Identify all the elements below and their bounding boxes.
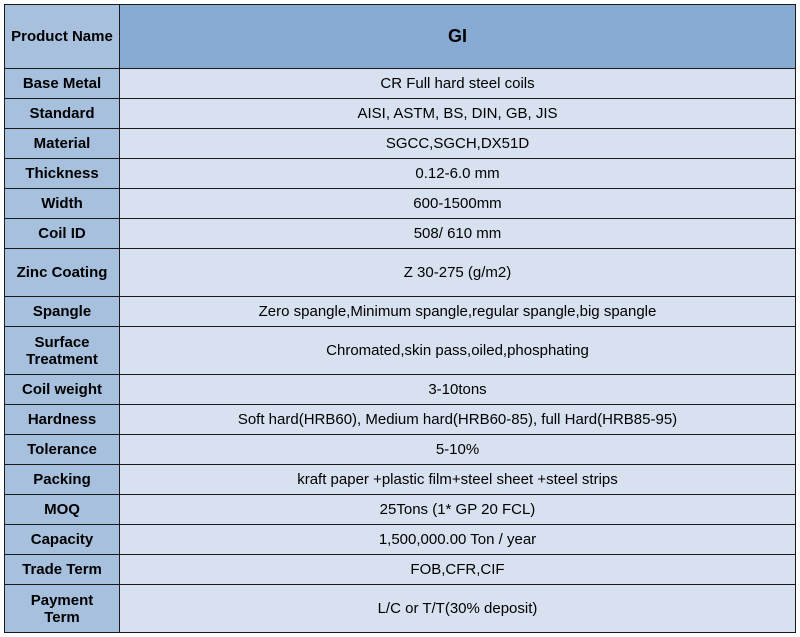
row-label-cell: Spangle bbox=[5, 297, 120, 327]
table-row: SpangleZero spangle,Minimum spangle,regu… bbox=[5, 297, 796, 327]
table-row: Coil ID508/ 610 mm bbox=[5, 219, 796, 249]
row-value-cell: FOB,CFR,CIF bbox=[120, 555, 796, 585]
row-label-cell: Surface Treatment bbox=[5, 327, 120, 375]
table-header-row: Product Name GI bbox=[5, 5, 796, 69]
row-label-cell: Capacity bbox=[5, 525, 120, 555]
row-label-cell: Coil weight bbox=[5, 375, 120, 405]
table-row: Payment TermL/C or T/T(30% deposit) bbox=[5, 585, 796, 633]
table-row: MOQ25Tons (1* GP 20 FCL) bbox=[5, 495, 796, 525]
row-value-cell: Z 30-275 (g/m2) bbox=[120, 249, 796, 297]
row-value-cell: kraft paper +plastic film+steel sheet +s… bbox=[120, 465, 796, 495]
row-label-cell: Zinc Coating bbox=[5, 249, 120, 297]
table-row: HardnessSoft hard(HRB60), Medium hard(HR… bbox=[5, 405, 796, 435]
table-row: Trade TermFOB,CFR,CIF bbox=[5, 555, 796, 585]
row-value-cell: Chromated,skin pass,oiled,phosphating bbox=[120, 327, 796, 375]
row-label-cell: Material bbox=[5, 129, 120, 159]
row-label-cell: Width bbox=[5, 189, 120, 219]
table-row: StandardAISI, ASTM, BS, DIN, GB, JIS bbox=[5, 99, 796, 129]
header-value-cell: GI bbox=[120, 5, 796, 69]
row-value-cell: 508/ 610 mm bbox=[120, 219, 796, 249]
table-row: Base MetalCR Full hard steel coils bbox=[5, 69, 796, 99]
table-body: Product Name GI Base MetalCR Full hard s… bbox=[5, 5, 796, 633]
row-value-cell: 0.12-6.0 mm bbox=[120, 159, 796, 189]
row-value-cell: 1,500,000.00 Ton / year bbox=[120, 525, 796, 555]
table-row: Zinc CoatingZ 30-275 (g/m2) bbox=[5, 249, 796, 297]
table-row: Width600-1500mm bbox=[5, 189, 796, 219]
row-value-cell: CR Full hard steel coils bbox=[120, 69, 796, 99]
row-value-cell: 5-10% bbox=[120, 435, 796, 465]
table-row: Capacity1,500,000.00 Ton / year bbox=[5, 525, 796, 555]
row-label-cell: Thickness bbox=[5, 159, 120, 189]
row-value-cell: 3-10tons bbox=[120, 375, 796, 405]
table-row: Surface TreatmentChromated,skin pass,oil… bbox=[5, 327, 796, 375]
row-value-cell: Zero spangle,Minimum spangle,regular spa… bbox=[120, 297, 796, 327]
row-label-cell: Coil ID bbox=[5, 219, 120, 249]
table-row: MaterialSGCC,SGCH,DX51D bbox=[5, 129, 796, 159]
row-value-cell: L/C or T/T(30% deposit) bbox=[120, 585, 796, 633]
row-label-cell: Hardness bbox=[5, 405, 120, 435]
row-label-cell: Trade Term bbox=[5, 555, 120, 585]
table-row: Packingkraft paper +plastic film+steel s… bbox=[5, 465, 796, 495]
row-label-cell: Base Metal bbox=[5, 69, 120, 99]
table-row: Coil weight3-10tons bbox=[5, 375, 796, 405]
header-label-cell: Product Name bbox=[5, 5, 120, 69]
row-value-cell: AISI, ASTM, BS, DIN, GB, JIS bbox=[120, 99, 796, 129]
product-spec-table: Product Name GI Base MetalCR Full hard s… bbox=[4, 4, 796, 633]
row-label-cell: Packing bbox=[5, 465, 120, 495]
row-value-cell: SGCC,SGCH,DX51D bbox=[120, 129, 796, 159]
table-row: Thickness0.12-6.0 mm bbox=[5, 159, 796, 189]
row-label-cell: MOQ bbox=[5, 495, 120, 525]
row-label-cell: Standard bbox=[5, 99, 120, 129]
row-value-cell: 25Tons (1* GP 20 FCL) bbox=[120, 495, 796, 525]
table-row: Tolerance5-10% bbox=[5, 435, 796, 465]
row-value-cell: Soft hard(HRB60), Medium hard(HRB60-85),… bbox=[120, 405, 796, 435]
row-label-cell: Tolerance bbox=[5, 435, 120, 465]
row-label-cell: Payment Term bbox=[5, 585, 120, 633]
row-value-cell: 600-1500mm bbox=[120, 189, 796, 219]
